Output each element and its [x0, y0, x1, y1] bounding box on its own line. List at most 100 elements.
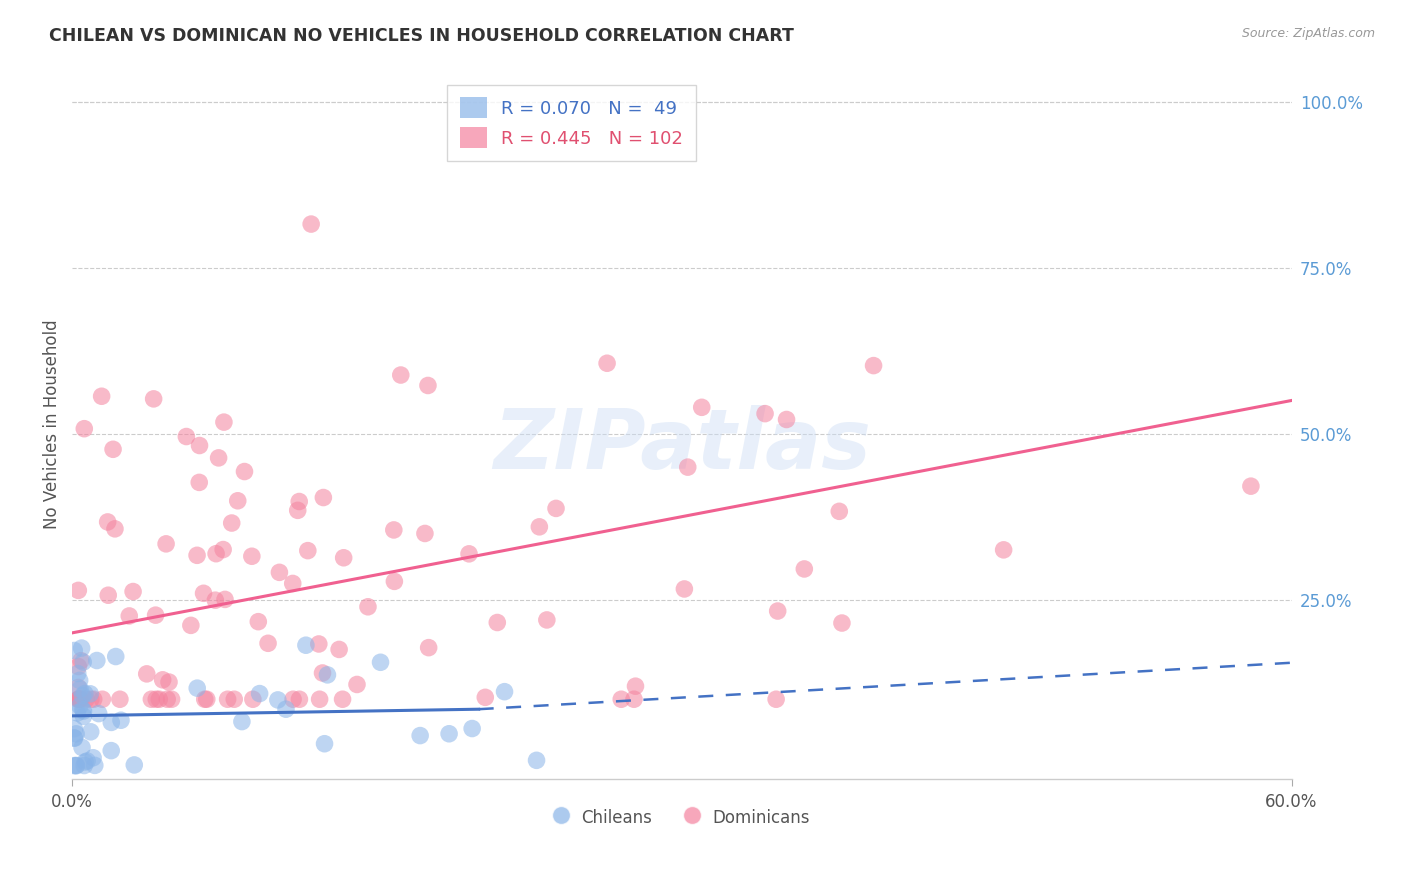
- Text: CHILEAN VS DOMINICAN NO VEHICLES IN HOUSEHOLD CORRELATION CHART: CHILEAN VS DOMINICAN NO VEHICLES IN HOUS…: [49, 27, 794, 45]
- Point: [67, 692, 90, 706]
- Point: [269, 566, 291, 580]
- Point: [72, 655, 94, 669]
- Point: [80, 692, 103, 706]
- Point: [544, 501, 567, 516]
- Point: [186, 549, 208, 563]
- Point: [67, 692, 90, 706]
- Point: [382, 574, 405, 589]
- Point: [240, 549, 263, 564]
- Point: [357, 599, 380, 614]
- Point: [67, 659, 90, 673]
- Point: [63, 643, 86, 657]
- Point: [212, 542, 235, 557]
- Point: [267, 693, 290, 707]
- Point: [332, 692, 354, 706]
- Point: [75, 692, 97, 706]
- Point: [409, 729, 432, 743]
- Point: [83, 692, 105, 706]
- Point: [67, 583, 90, 598]
- Point: [416, 378, 439, 392]
- Point: [205, 547, 228, 561]
- Point: [494, 684, 516, 698]
- Point: [101, 442, 124, 457]
- Point: [63, 731, 86, 746]
- Point: [624, 679, 647, 693]
- Point: [142, 392, 165, 406]
- Point: [214, 592, 236, 607]
- Point: [299, 217, 322, 231]
- Point: [69, 682, 91, 697]
- Point: [596, 356, 619, 370]
- Point: [207, 450, 229, 465]
- Point: [413, 526, 436, 541]
- Point: [176, 429, 198, 443]
- Point: [217, 692, 239, 706]
- Point: [72, 704, 94, 718]
- Point: [233, 465, 256, 479]
- Point: [86, 653, 108, 667]
- Point: [311, 665, 333, 680]
- Point: [249, 687, 271, 701]
- Point: [231, 714, 253, 729]
- Point: [66, 706, 89, 720]
- Point: [135, 666, 157, 681]
- Point: [157, 675, 180, 690]
- Point: [73, 687, 96, 701]
- Point: [75, 755, 97, 769]
- Point: [281, 692, 304, 706]
- Point: [160, 692, 183, 706]
- Point: [316, 668, 339, 682]
- Point: [72, 709, 94, 723]
- Point: [67, 692, 90, 706]
- Point: [281, 576, 304, 591]
- Point: [97, 515, 120, 529]
- Point: [623, 692, 645, 706]
- Point: [1240, 479, 1263, 493]
- Point: [295, 638, 318, 652]
- Point: [526, 753, 548, 767]
- Point: [188, 438, 211, 452]
- Point: [100, 715, 122, 730]
- Point: [274, 702, 297, 716]
- Point: [69, 692, 91, 706]
- Point: [314, 737, 336, 751]
- Point: [754, 407, 776, 421]
- Point: [69, 698, 91, 713]
- Point: [156, 692, 179, 706]
- Point: [104, 649, 127, 664]
- Point: [70, 654, 93, 668]
- Point: [72, 703, 94, 717]
- Point: [993, 542, 1015, 557]
- Point: [72, 689, 94, 703]
- Point: [124, 758, 146, 772]
- Point: [529, 520, 551, 534]
- Point: [118, 609, 141, 624]
- Point: [63, 731, 86, 745]
- Point: [195, 692, 218, 706]
- Point: [194, 692, 217, 706]
- Point: [288, 692, 311, 706]
- Point: [831, 615, 853, 630]
- Point: [193, 586, 215, 600]
- Point: [212, 415, 235, 429]
- Point: [65, 758, 87, 772]
- Point: [122, 584, 145, 599]
- Point: [536, 613, 558, 627]
- Point: [610, 692, 633, 706]
- Point: [775, 412, 797, 426]
- Point: [346, 677, 368, 691]
- Point: [242, 692, 264, 706]
- Point: [308, 692, 330, 706]
- Point: [226, 493, 249, 508]
- Point: [91, 692, 114, 706]
- Point: [63, 758, 86, 772]
- Point: [221, 516, 243, 530]
- Y-axis label: No Vehicles in Household: No Vehicles in Household: [44, 319, 60, 529]
- Point: [65, 727, 87, 741]
- Point: [104, 522, 127, 536]
- Text: Source: ZipAtlas.com: Source: ZipAtlas.com: [1241, 27, 1375, 40]
- Point: [862, 359, 884, 373]
- Point: [793, 562, 815, 576]
- Point: [389, 368, 412, 382]
- Point: [673, 582, 696, 596]
